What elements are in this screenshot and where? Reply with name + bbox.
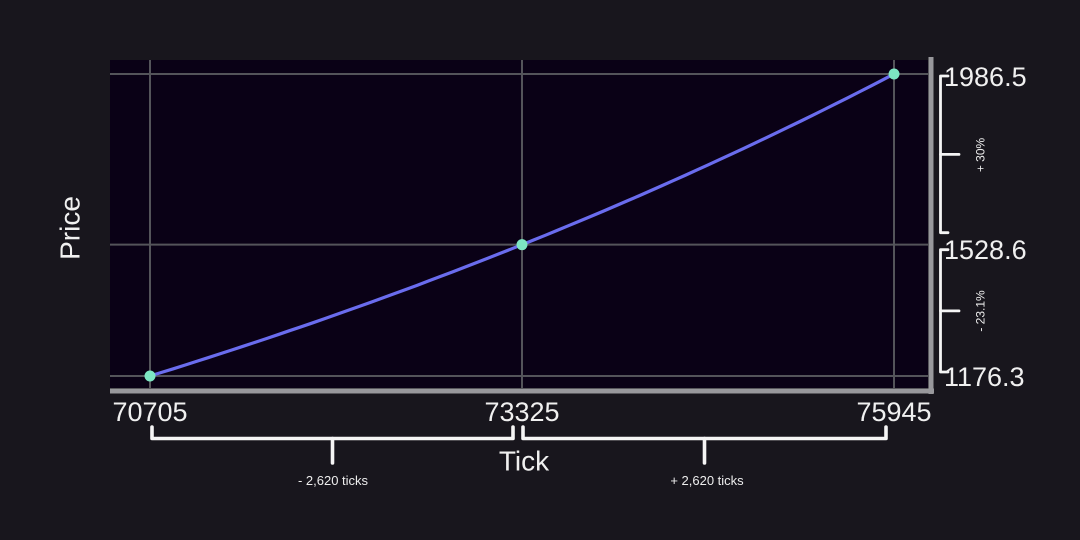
data-point — [888, 68, 900, 80]
x-tick-label-70705: 70705 — [112, 397, 188, 427]
y-bracket-label-minus-percent: - 23.1% — [973, 290, 988, 332]
x-bracket-label-plus-ticks: + 2,620 ticks — [670, 473, 744, 488]
y-tick-label-1528: 1528.6 — [944, 234, 1027, 265]
plot-area — [110, 60, 928, 388]
x-axis-spine — [110, 388, 934, 394]
data-point — [144, 370, 156, 382]
y-axis-title: Price — [54, 196, 86, 260]
x-bracket-label-minus-ticks: - 2,620 ticks — [297, 473, 369, 488]
x-tick-label-73325: 73325 — [484, 397, 560, 427]
data-point — [516, 239, 528, 251]
y-bracket-label-plus-percent: + 30% — [973, 137, 988, 173]
x-axis-title: Tick — [498, 445, 550, 477]
y-tick-label-1176: 1176.3 — [944, 361, 1025, 392]
y-axis-spine — [928, 57, 934, 394]
y-tick-label-1986: 1986.5 — [944, 61, 1027, 92]
x-tick-label-75945: 75945 — [856, 397, 932, 427]
